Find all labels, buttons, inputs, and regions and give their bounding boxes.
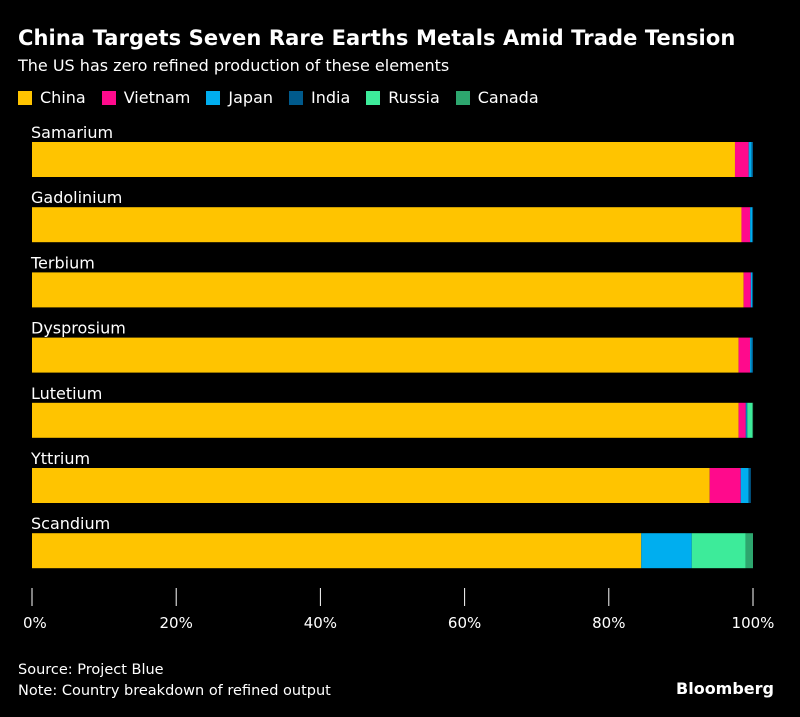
x-tick-label: 20% xyxy=(160,614,193,632)
bar-lutetium-india xyxy=(746,402,748,438)
legend-item-china: China xyxy=(18,88,86,107)
chart-subtitle: The US has zero refined production of th… xyxy=(18,56,450,75)
x-tick-label: 40% xyxy=(304,614,337,632)
bar-gadolinium-india xyxy=(752,207,754,243)
category-label-dysprosium: Dysprosium xyxy=(31,319,126,338)
legend: China Vietnam Japan India Russia Canada xyxy=(18,88,539,107)
category-label-samarium: Samarium xyxy=(31,123,113,142)
bar-dysprosium-japan xyxy=(750,337,752,373)
bar-yttrium-china xyxy=(32,468,710,503)
legend-item-japan: Japan xyxy=(206,88,273,107)
bar-dysprosium-india xyxy=(751,337,753,373)
bar-dysprosium-vietnam xyxy=(738,337,751,373)
bar-terbium-vietnam xyxy=(743,272,751,308)
bar-lutetium-russia xyxy=(747,402,753,438)
source-note: Source: Project Blue xyxy=(18,662,164,678)
bloomberg-logo: Bloomberg xyxy=(676,679,774,698)
bar-yttrium-japan xyxy=(740,468,749,503)
category-label-terbium: Terbium xyxy=(30,253,95,272)
category-label-gadolinium: Gadolinium xyxy=(31,188,122,207)
bar-terbium-china xyxy=(32,272,744,308)
bar-scandium-russia xyxy=(691,533,746,569)
bar-gadolinium-china xyxy=(32,207,742,243)
legend-item-russia: Russia xyxy=(366,88,440,107)
legend-swatch xyxy=(101,90,116,105)
chart-title: China Targets Seven Rare Earths Metals A… xyxy=(18,26,736,50)
x-tick-label: 60% xyxy=(448,614,481,632)
x-tick-label: 80% xyxy=(592,614,625,632)
category-label-scandium: Scandium xyxy=(31,514,110,533)
bar-gadolinium-vietnam xyxy=(741,207,751,243)
bar-gadolinium-japan xyxy=(750,207,753,243)
bar-yttrium-india xyxy=(748,468,751,503)
legend-label: Vietnam xyxy=(123,88,191,107)
category-label-yttrium: Yttrium xyxy=(30,449,90,468)
legend-label: China xyxy=(40,88,86,107)
legend-label: Canada xyxy=(477,88,539,107)
legend-swatch xyxy=(366,90,381,105)
bar-samarium-china xyxy=(32,142,735,177)
legend-swatch xyxy=(455,90,470,105)
legend-label: Japan xyxy=(228,88,274,107)
bar-scandium-japan xyxy=(641,533,692,569)
bar-lutetium-vietnam xyxy=(738,402,746,438)
bar-lutetium-japan xyxy=(745,402,747,438)
legend-label: Russia xyxy=(388,88,440,107)
legend-item-india: India xyxy=(289,88,350,107)
x-tick-label: 100% xyxy=(732,614,775,632)
legend-swatch xyxy=(18,90,32,105)
chart-area: Samarium Gadolinium Terbium Dysprosium Lutet… xyxy=(23,123,775,632)
legend-item-vietnam: Vietnam xyxy=(101,88,191,107)
legend-swatch xyxy=(206,90,221,105)
bar-scandium-canada xyxy=(745,533,753,569)
legend-label: India xyxy=(311,88,351,107)
bar-samarium-vietnam xyxy=(734,142,749,177)
bar-terbium-india xyxy=(752,272,754,308)
bar-lutetium-canada xyxy=(752,402,754,438)
category-label-lutetium: Lutetium xyxy=(31,384,102,403)
bar-lutetium-china xyxy=(32,402,739,438)
bar-yttrium-vietnam xyxy=(709,468,741,503)
bar-samarium-india xyxy=(751,142,753,177)
bar-scandium-china xyxy=(32,533,642,569)
bar-terbium-japan xyxy=(750,272,753,308)
footnote: Note: Country breakdown of refined outpu… xyxy=(18,683,331,699)
x-tick-label: 0% xyxy=(23,614,47,632)
legend-swatch xyxy=(289,90,304,105)
legend-item-canada: Canada xyxy=(455,88,539,107)
bar-samarium-japan xyxy=(748,142,752,177)
bar-dysprosium-china xyxy=(32,337,739,373)
